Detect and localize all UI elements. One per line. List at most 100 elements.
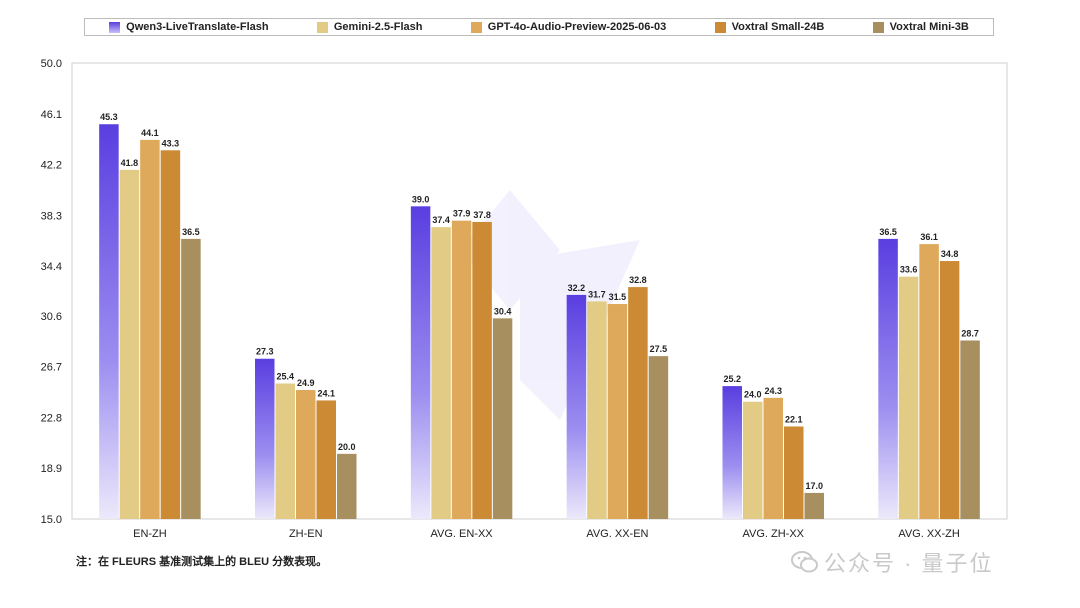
wechat-icon	[791, 551, 818, 573]
bar	[648, 356, 669, 519]
legend-label: Voxtral Mini-3B	[889, 21, 969, 33]
legend-swatch	[109, 21, 121, 33]
data-label: 32.8	[629, 275, 647, 285]
legend-item: Qwen3-LiveTranslate-Flash	[109, 21, 269, 33]
legend-item: GPT-4o-Audio-Preview-2025-06-03	[470, 21, 667, 33]
legend: Qwen3-LiveTranslate-Flash Gemini-2.5-Flas…	[84, 18, 994, 36]
legend-label: GPT-4o-Audio-Preview-2025-06-03	[487, 21, 667, 33]
bar	[316, 400, 336, 519]
data-label: 27.3	[256, 347, 274, 357]
legend-swatch	[316, 21, 328, 33]
legend-swatch	[872, 21, 884, 33]
data-label: 24.0	[744, 390, 762, 400]
bar	[587, 301, 607, 519]
bar	[566, 294, 587, 519]
data-label: 33.6	[900, 265, 918, 275]
bar	[878, 238, 898, 519]
legend-item: Voxtral Small-24B	[714, 21, 825, 33]
y-tick-label: 15.0	[41, 514, 62, 526]
x-tick-label: ZH-EN	[289, 528, 323, 540]
y-tick-label: 50.0	[41, 58, 62, 70]
data-label: 36.5	[879, 227, 897, 237]
bar	[898, 276, 919, 519]
y-tick-label: 46.1	[41, 109, 62, 121]
data-label: 37.8	[473, 210, 491, 220]
data-label: 22.1	[785, 414, 803, 424]
bar	[804, 492, 824, 519]
data-label: 31.5	[609, 292, 627, 302]
watermark-text: 公众号 · 量子位	[824, 551, 994, 576]
data-label: 37.4	[432, 215, 450, 225]
data-label: 41.8	[121, 158, 139, 168]
data-label: 30.4	[494, 306, 512, 316]
y-tick-label: 26.7	[41, 362, 62, 374]
y-tick-label: 42.2	[41, 160, 62, 172]
x-tick-label: AVG. XX-ZH	[898, 528, 960, 540]
data-label: 32.2	[568, 283, 586, 293]
bar	[337, 453, 357, 519]
data-label: 28.7	[961, 329, 979, 339]
bar	[628, 287, 648, 519]
bar	[255, 358, 275, 519]
bar	[451, 220, 472, 519]
legend-label: Qwen3-LiveTranslate-Flash	[126, 21, 269, 33]
data-label: 31.7	[588, 289, 606, 299]
bar-series-group: 45.3 41.8 44.143.3 36.5 27.3 25.424.924.1 20.0…	[99, 112, 980, 520]
y-tick-label: 18.9	[41, 463, 62, 475]
bar	[160, 150, 181, 519]
x-tick-label: EN-ZH	[133, 528, 167, 540]
plot-area	[71, 62, 1008, 520]
bar	[743, 401, 763, 519]
data-label: 20.0	[338, 442, 356, 452]
y-tick-label: 22.8	[41, 412, 62, 424]
data-label: 24.9	[297, 378, 315, 388]
y-axis: 15.0 18.9 22.8 26.7 30.6 34.4 38.3 42.2 46.1 50.0	[41, 58, 62, 526]
bar	[607, 304, 628, 519]
data-label: 34.8	[941, 249, 959, 259]
bar	[472, 221, 492, 519]
bar	[140, 139, 160, 519]
data-label: 44.1	[141, 128, 159, 138]
bar	[492, 318, 513, 519]
data-label: 36.5	[182, 227, 200, 237]
data-label: 37.9	[453, 209, 471, 219]
y-tick-label: 30.6	[41, 311, 62, 323]
data-label: 25.4	[276, 372, 294, 382]
x-axis: EN-ZH ZH-EN AVG. EN-XX AVG. XX-EN AVG. ZH-XX…	[133, 528, 960, 540]
watermark: 公众号 · 量子位	[790, 546, 994, 578]
bar	[919, 244, 939, 519]
footnote: 注：在 FLEURS 基准测试集上的 BLEU 分数表现。	[76, 556, 328, 568]
bar	[99, 124, 119, 519]
y-tick-label: 38.3	[41, 210, 62, 222]
data-label: 17.0	[805, 481, 823, 491]
y-tick-label: 34.4	[41, 261, 62, 273]
bar	[296, 390, 316, 519]
legend-label: Voxtral Small-24B	[731, 21, 825, 33]
data-label: 24.3	[764, 386, 782, 396]
legend-swatch	[470, 21, 482, 33]
legend-label: Gemini-2.5-Flash	[333, 21, 423, 33]
bar	[119, 169, 140, 519]
bar	[939, 261, 960, 519]
bar	[275, 383, 295, 519]
data-label: 24.1	[317, 388, 335, 398]
x-tick-label: AVG. XX-EN	[586, 528, 648, 540]
bar	[431, 227, 451, 519]
x-tick-label: AVG. ZH-XX	[742, 528, 804, 540]
bar	[410, 206, 431, 520]
bar	[784, 426, 804, 519]
data-label: 36.1	[920, 232, 938, 242]
data-label: 43.3	[162, 138, 180, 148]
data-label: 45.3	[100, 112, 118, 122]
data-label: 25.2	[723, 374, 741, 384]
legend-item: Voxtral Mini-3B	[872, 21, 969, 33]
data-label: 27.5	[650, 344, 668, 354]
bar	[722, 386, 742, 519]
legend-swatch	[714, 21, 726, 33]
bar	[960, 340, 980, 519]
bar	[181, 238, 201, 519]
bar	[763, 397, 783, 519]
data-label: 39.0	[412, 194, 430, 204]
legend-item: Gemini-2.5-Flash	[316, 21, 423, 33]
